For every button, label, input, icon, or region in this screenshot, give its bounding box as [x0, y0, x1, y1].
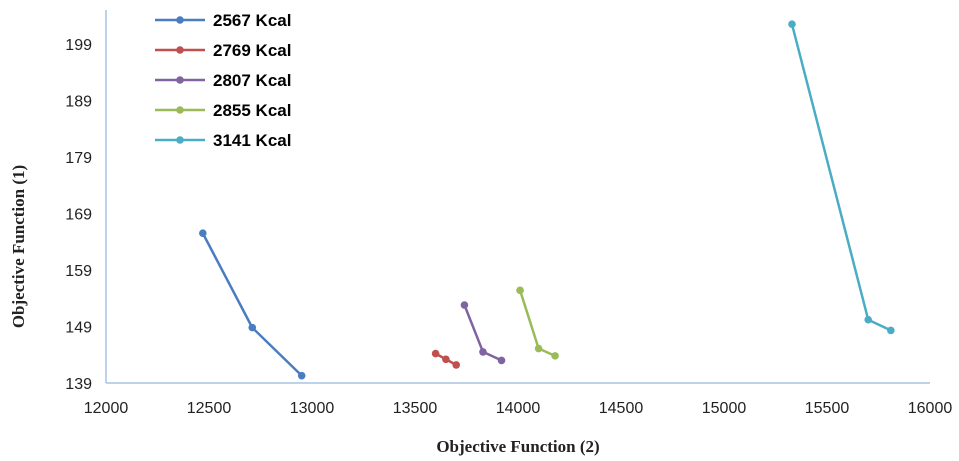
x-tick-label: 12500	[187, 400, 232, 417]
series-0	[199, 229, 306, 380]
x-tick-label: 14000	[496, 400, 541, 417]
legend-label: 2567 Kcal	[213, 11, 291, 30]
data-point	[452, 361, 461, 369]
legend-label: 2855 Kcal	[213, 101, 291, 120]
x-tick-label: 13500	[393, 400, 438, 417]
data-point	[788, 20, 796, 28]
series-layer	[199, 20, 895, 380]
data-point	[297, 371, 306, 380]
data-point	[551, 352, 559, 360]
legend: 2567 Kcal 2769 Kcal 2807 Kcal 2855 Kcal 3141…	[155, 11, 291, 150]
series-2	[460, 301, 506, 365]
series-line	[201, 231, 303, 377]
legend-swatch-marker	[176, 136, 184, 144]
legend-item: 2567 Kcal	[155, 11, 291, 30]
y-axis-title: Objective Function (1)	[9, 165, 28, 328]
y-tick-label: 169	[65, 206, 92, 223]
data-point	[199, 229, 207, 238]
legend-swatch-marker	[176, 46, 184, 54]
data-point	[460, 301, 469, 309]
data-point	[479, 348, 487, 356]
legend-label: 2807 Kcal	[213, 71, 291, 90]
legend-item: 2855 Kcal	[155, 101, 291, 120]
x-tick-label: 15000	[702, 400, 747, 417]
data-point	[534, 344, 543, 353]
x-axis-title: Objective Function (2)	[436, 437, 599, 456]
y-tick-label: 189	[65, 93, 92, 110]
legend-item: 2769 Kcal	[155, 41, 291, 60]
series-4	[788, 20, 895, 335]
legend-item: 3141 Kcal	[155, 131, 291, 150]
data-point	[516, 286, 524, 295]
y-tick-label: 159	[65, 263, 92, 280]
legend-label: 3141 Kcal	[213, 131, 291, 150]
legend-swatch-marker	[176, 16, 184, 24]
series-line	[790, 22, 893, 332]
legend-swatch-marker	[176, 76, 184, 84]
series-3	[516, 286, 559, 360]
x-tick-label: 12000	[84, 400, 129, 417]
x-tick-label: 15500	[805, 400, 850, 417]
data-point	[864, 315, 872, 324]
legend-swatch-marker	[176, 106, 184, 114]
data-point	[248, 323, 257, 332]
y-tick-label: 199	[65, 37, 92, 54]
data-point	[497, 356, 506, 365]
series-1	[431, 349, 461, 369]
y-tick-label: 149	[65, 319, 92, 336]
y-tick-label: 179	[65, 150, 92, 167]
data-point	[887, 326, 895, 335]
legend-label: 2769 Kcal	[213, 41, 291, 60]
data-point	[431, 349, 440, 358]
axes: 12000 12500 13000 13500 14000 14500 15000 15500…	[65, 10, 952, 417]
legend-item: 2807 Kcal	[155, 71, 291, 90]
x-tick-label: 13000	[290, 400, 335, 417]
x-tick-label: 16000	[908, 400, 953, 417]
x-tick-label: 14500	[599, 400, 644, 417]
y-tick-label: 139	[65, 376, 92, 393]
data-point	[442, 355, 450, 364]
